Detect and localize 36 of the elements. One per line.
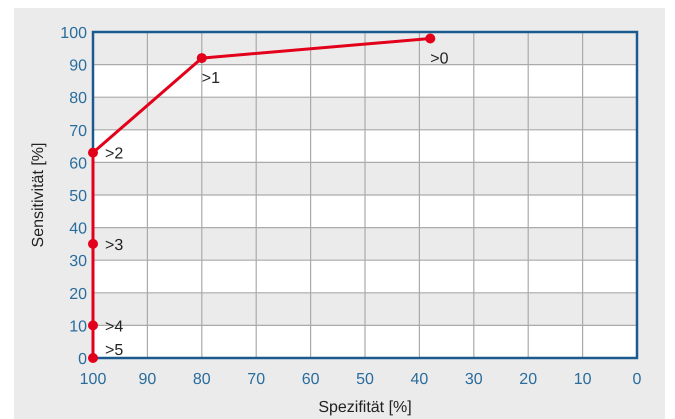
point bbox=[88, 353, 98, 363]
y-tick-label: 40 bbox=[69, 220, 88, 238]
x-tick-label: 40 bbox=[410, 371, 428, 388]
x-axis-title: Spezifität [%] bbox=[318, 399, 412, 416]
annotation: >1 bbox=[202, 70, 220, 88]
y-tick-label: 100 bbox=[60, 25, 88, 42]
y-tick-label: 0 bbox=[78, 351, 88, 368]
x-tick-label: 70 bbox=[247, 371, 266, 388]
y-tick-label: 30 bbox=[69, 253, 88, 270]
y-tick-label: 50 bbox=[69, 188, 88, 205]
annotation: >0 bbox=[430, 50, 449, 68]
x-tick-label: 100 bbox=[80, 371, 106, 388]
annotation: >5 bbox=[105, 342, 124, 359]
y-tick-label: 60 bbox=[69, 155, 88, 172]
y-axis-title: Sensitivität [%] bbox=[30, 142, 47, 248]
x-tick-label: 10 bbox=[574, 371, 592, 388]
point bbox=[88, 320, 98, 330]
x-tick-label: 80 bbox=[192, 371, 211, 388]
point bbox=[425, 34, 436, 44]
y-tick-label: 20 bbox=[69, 286, 88, 303]
y-tick-label: 10 bbox=[69, 318, 88, 336]
x-tick-label: 60 bbox=[302, 371, 320, 388]
y-tick-label: 70 bbox=[69, 122, 88, 140]
x-tick-label: 90 bbox=[138, 371, 156, 388]
annotation: >3 bbox=[105, 236, 124, 254]
x-tick-label: 50 bbox=[356, 371, 374, 388]
x-tick-label: 20 bbox=[519, 371, 538, 388]
y-tick-label: 90 bbox=[69, 58, 88, 75]
point bbox=[196, 53, 207, 64]
x-tick-label: 30 bbox=[464, 371, 483, 388]
annotation: >2 bbox=[105, 146, 124, 163]
point bbox=[88, 148, 98, 158]
point bbox=[88, 238, 98, 249]
x-tick-label: 0 bbox=[632, 371, 642, 388]
annotation: >4 bbox=[105, 318, 124, 336]
y-tick-label: 80 bbox=[69, 90, 88, 108]
